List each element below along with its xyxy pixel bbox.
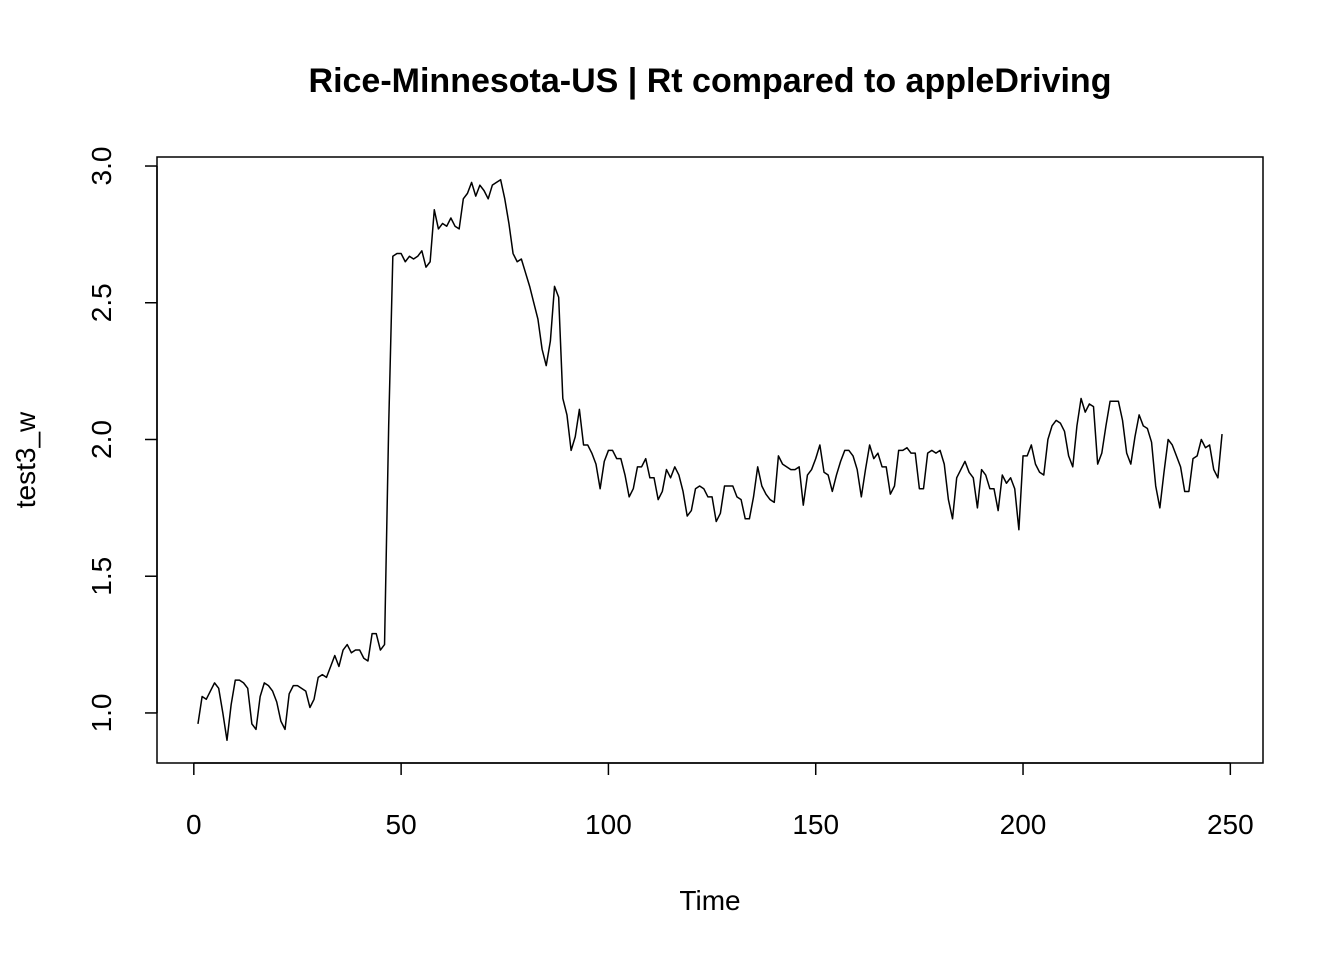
x-tick-label: 250 xyxy=(1207,809,1254,840)
chart-title: Rice-Minnesota-US | Rt compared to apple… xyxy=(309,62,1112,100)
y-tick-label: 1.0 xyxy=(86,693,117,732)
x-tick-label: 0 xyxy=(186,809,202,840)
y-tick-label: 2.0 xyxy=(86,420,117,459)
x-tick-label: 100 xyxy=(585,809,632,840)
x-tick-label: 200 xyxy=(1000,809,1047,840)
x-tick-label: 50 xyxy=(386,809,417,840)
y-tick-label: 2.5 xyxy=(86,283,117,322)
data-line xyxy=(197,178,1223,742)
x-axis-label: Time xyxy=(679,885,740,916)
y-tick-label: 3.0 xyxy=(86,147,117,186)
y-axis-label: test3_w xyxy=(10,411,41,508)
y-tick-label: 1.5 xyxy=(86,557,117,596)
x-tick-label: 150 xyxy=(792,809,839,840)
